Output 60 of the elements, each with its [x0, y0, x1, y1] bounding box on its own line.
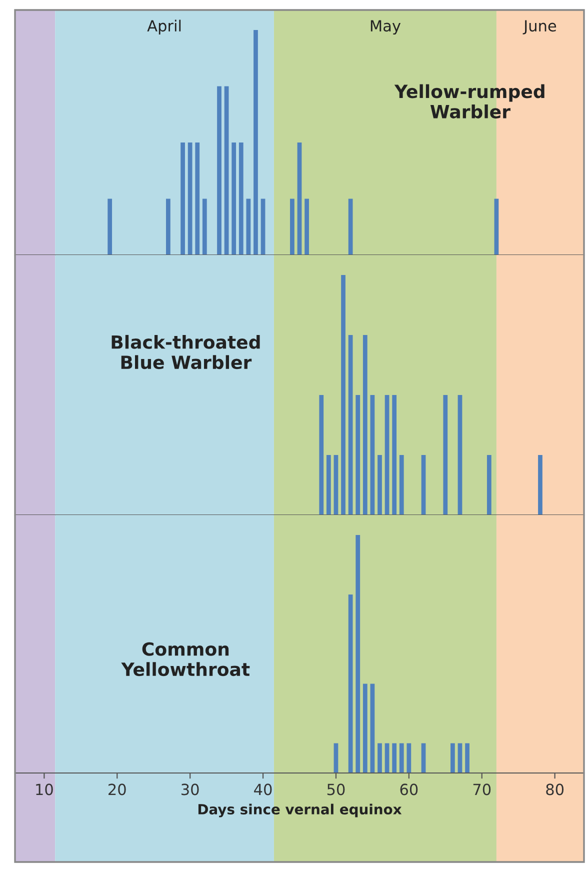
bar — [297, 142, 302, 255]
bar — [406, 743, 412, 773]
bar — [348, 198, 353, 255]
bar — [348, 335, 353, 515]
bar — [421, 455, 426, 515]
text: Common Yellowthroat — [121, 642, 250, 676]
bar — [362, 335, 368, 515]
bar — [290, 198, 294, 255]
bar — [399, 743, 404, 773]
bar — [319, 395, 324, 515]
bar — [392, 743, 397, 773]
bar — [392, 395, 397, 515]
bar — [188, 142, 192, 255]
bar — [180, 142, 185, 255]
band-label: June — [522, 20, 556, 34]
bar — [538, 455, 542, 515]
bar — [224, 86, 229, 255]
bar — [465, 743, 470, 773]
x-tick-label: 20 — [108, 784, 126, 796]
bar — [486, 455, 492, 515]
bar — [202, 198, 207, 255]
band-label: May — [370, 20, 401, 35]
bar — [494, 198, 499, 255]
bar — [326, 455, 331, 515]
bar — [217, 86, 222, 255]
bar — [443, 395, 448, 515]
bar — [378, 455, 382, 515]
bar — [166, 198, 170, 255]
bar — [356, 395, 360, 515]
x-tick-label: 40 — [254, 784, 272, 796]
bar — [304, 198, 309, 255]
bar — [260, 198, 266, 255]
bar — [384, 395, 390, 515]
text: Black-throated Blue Warbler — [112, 334, 260, 370]
x-tick-label: 70 — [473, 784, 491, 796]
x-tick-label: 10 — [36, 784, 53, 796]
band-label: April — [147, 20, 181, 35]
x-tick-label: 60 — [400, 784, 418, 796]
x-axis-title: Days since vernal equinox — [198, 804, 402, 818]
bar — [362, 684, 368, 773]
x-tick-label: 30 — [182, 784, 199, 796]
bar — [334, 455, 338, 515]
bar — [450, 743, 455, 773]
text: Yellow-rumped Warbler — [394, 84, 544, 118]
bar — [458, 395, 462, 515]
bar — [399, 455, 404, 515]
bar — [246, 198, 251, 255]
bar — [348, 594, 353, 773]
bar — [254, 30, 258, 255]
bar — [370, 684, 375, 773]
bar — [238, 142, 244, 255]
bar — [356, 535, 360, 773]
bar — [378, 743, 382, 773]
x-tick-label: 80 — [546, 784, 564, 796]
bar — [108, 198, 112, 255]
bar — [341, 275, 346, 515]
bar — [370, 395, 375, 515]
x-tick-label: 50 — [327, 784, 345, 796]
bar — [195, 142, 200, 255]
bar — [232, 142, 236, 255]
